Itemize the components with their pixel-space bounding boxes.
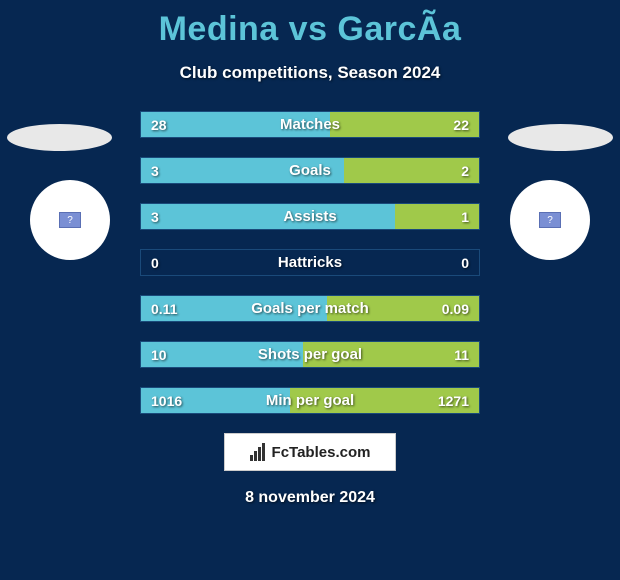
date-label: 8 november 2024: [0, 489, 620, 507]
bar-left: [141, 158, 344, 183]
placeholder-icon: ?: [539, 212, 561, 228]
stat-row: 0 0Hattricks: [140, 249, 480, 276]
comparison-bars: 2822Matches32Goals31Assists00Hattricks0.…: [140, 111, 480, 414]
flag-right-icon: [508, 124, 613, 151]
page-title: Medina vs GarcÃa: [0, 0, 620, 49]
logo-bars-icon: [250, 443, 266, 461]
bar-right: [303, 342, 479, 367]
avatar-left: ?: [30, 180, 110, 260]
subtitle: Club competitions, Season 2024: [0, 63, 620, 83]
fctables-logo: FcTables.com: [224, 433, 396, 471]
stat-label: Hattricks: [141, 250, 479, 275]
stat-value-left: 28: [151, 112, 167, 137]
stat-value-left: 3: [151, 204, 159, 229]
stat-value-right: 1: [461, 204, 469, 229]
stat-row: 32Goals: [140, 157, 480, 184]
stat-row: 31Assists: [140, 203, 480, 230]
bar-left: [141, 112, 330, 137]
logo-text: FcTables.com: [272, 444, 371, 461]
stat-value-right: 22: [453, 112, 469, 137]
stat-value-right: 11: [454, 342, 469, 367]
placeholder-icon: ?: [59, 212, 81, 228]
stat-value-right: 1271: [438, 388, 469, 413]
stat-value-left: 1016: [151, 388, 182, 413]
stat-row: 1011Shots per goal: [140, 341, 480, 368]
stat-row: 2822Matches: [140, 111, 480, 138]
flag-left-icon: [7, 124, 112, 151]
stat-value-left: 0.11: [151, 296, 177, 321]
stat-value-left: 3: [151, 158, 159, 183]
bar-right: [344, 158, 479, 183]
bar-left: [141, 204, 395, 229]
avatar-right: ?: [510, 180, 590, 260]
stat-row: 10161271Min per goal: [140, 387, 480, 414]
stat-value-right: 0: [461, 250, 469, 275]
stat-value-left: 10: [151, 342, 167, 367]
stat-value-left: 0: [151, 250, 159, 275]
stat-value-right: 0.09: [442, 296, 469, 321]
stat-row: 0.110.09Goals per match: [140, 295, 480, 322]
stat-value-right: 2: [461, 158, 469, 183]
